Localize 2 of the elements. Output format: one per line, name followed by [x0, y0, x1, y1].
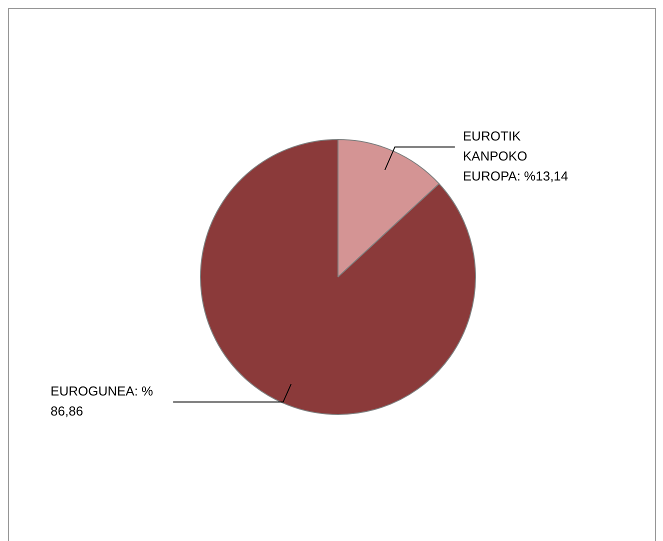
slice-label: EUROGUNEA: % 86,86	[50, 384, 154, 419]
slice-label: EUROTIK KANPOKO EUROPA: %13,14	[462, 128, 568, 184]
